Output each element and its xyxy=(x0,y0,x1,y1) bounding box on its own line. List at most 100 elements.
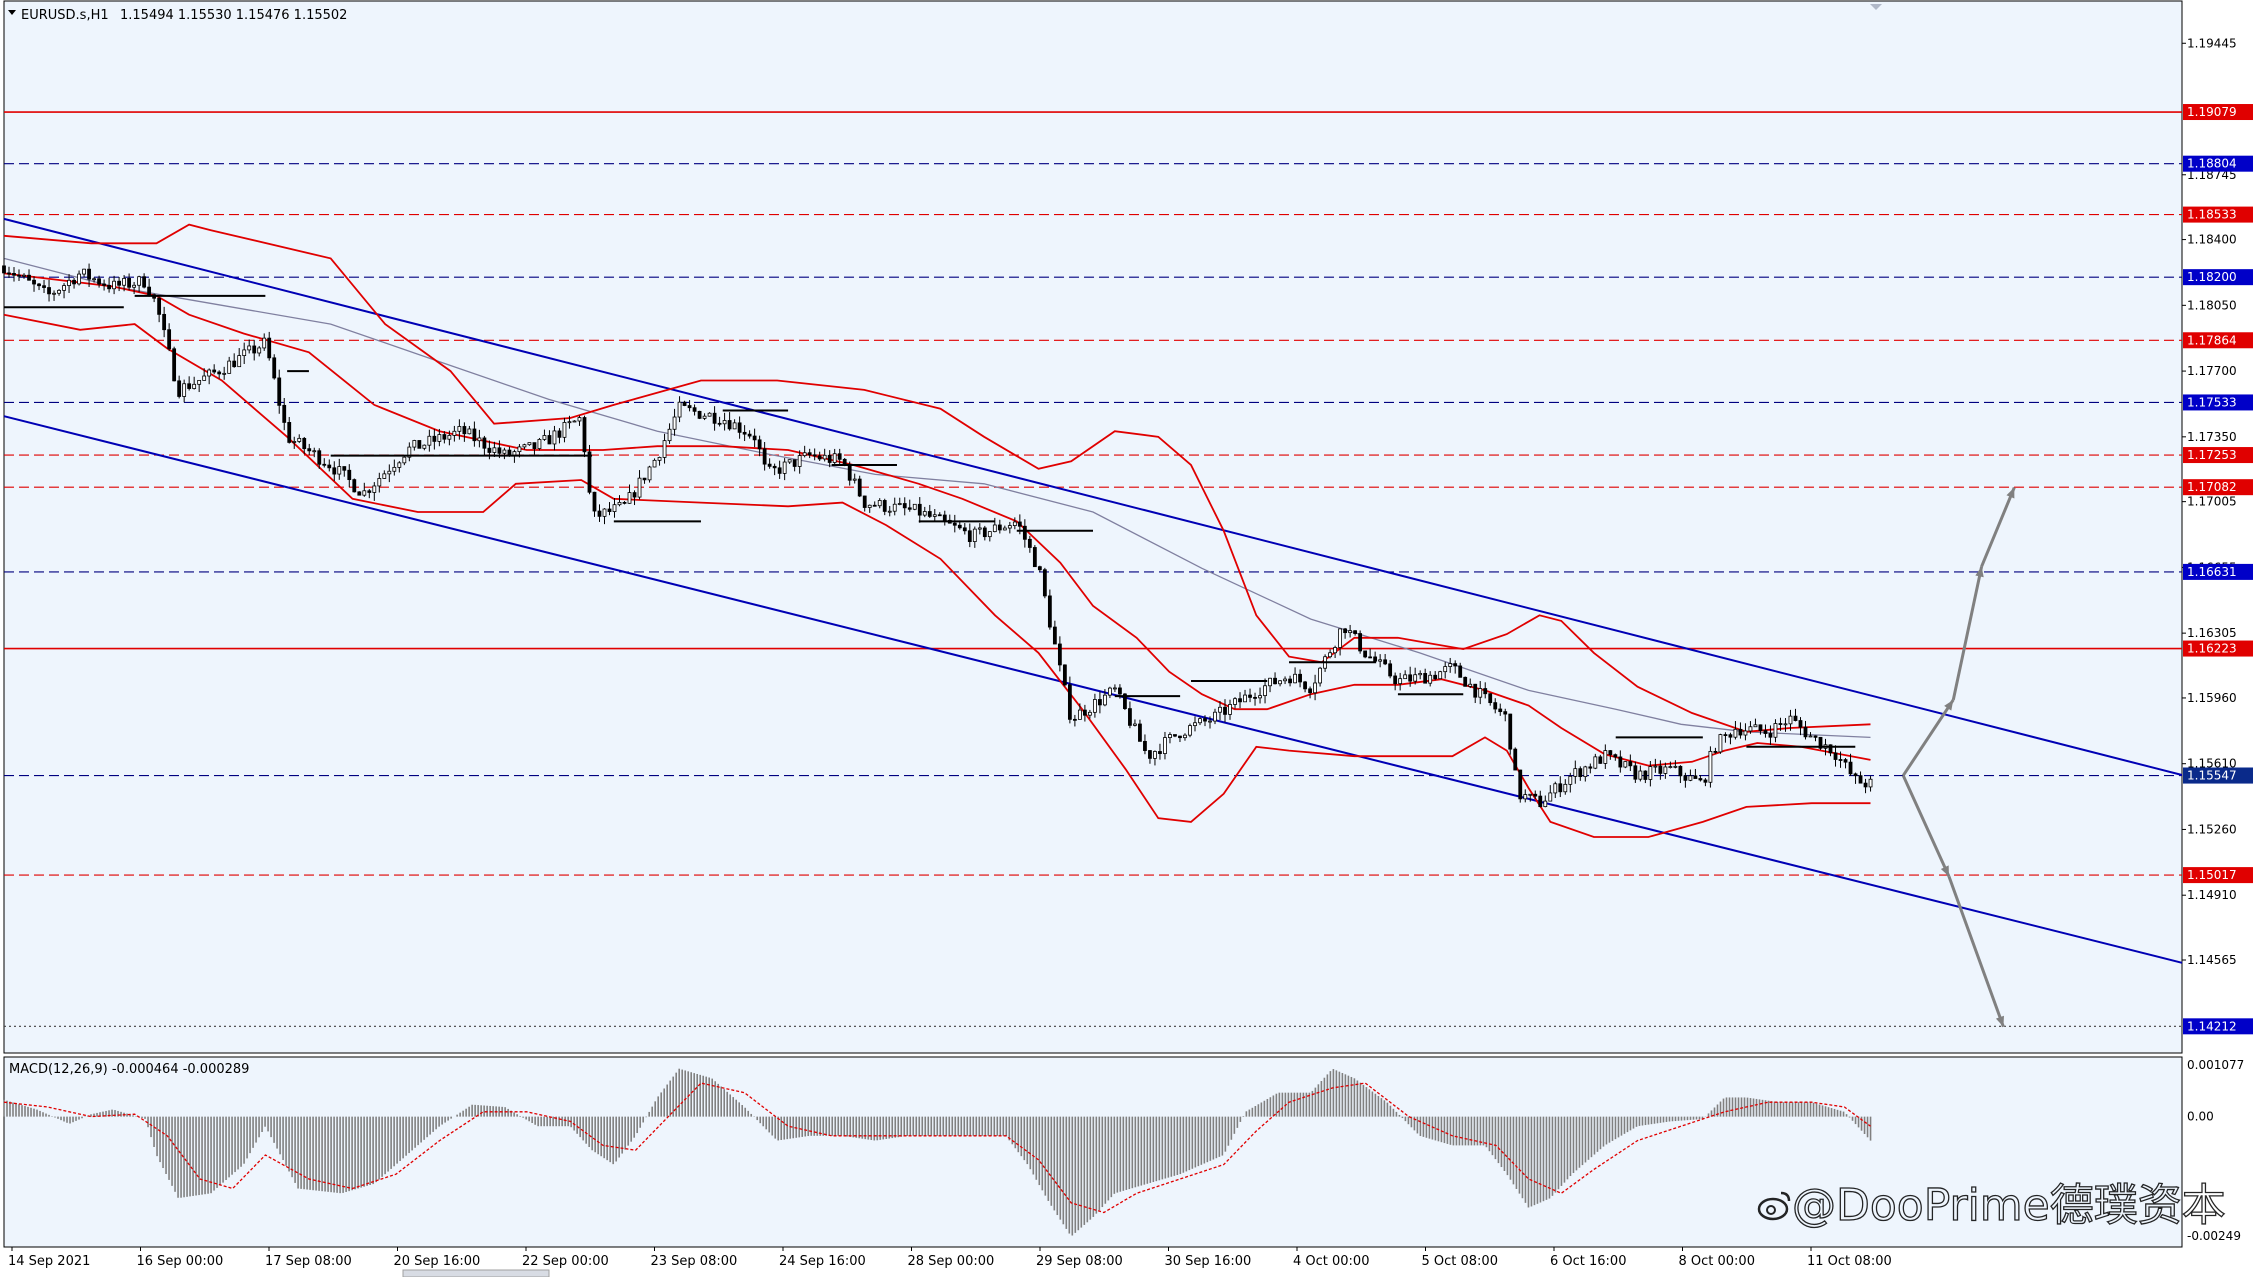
candle[interactable] xyxy=(7,266,11,278)
candle[interactable] xyxy=(877,498,882,509)
candle[interactable] xyxy=(1693,768,1698,779)
candle[interactable] xyxy=(1398,672,1403,691)
candle[interactable] xyxy=(247,339,252,354)
candle[interactable] xyxy=(1858,771,1863,784)
candle[interactable] xyxy=(227,356,232,374)
candle[interactable] xyxy=(547,430,552,445)
candle[interactable] xyxy=(472,421,477,447)
candle[interactable] xyxy=(852,473,857,484)
candle[interactable] xyxy=(1183,733,1187,741)
candle[interactable] xyxy=(1493,698,1498,714)
candle[interactable] xyxy=(242,342,247,364)
candle[interactable] xyxy=(207,368,212,385)
candle[interactable] xyxy=(1338,628,1343,656)
candle[interactable] xyxy=(442,431,447,444)
candle[interactable] xyxy=(1393,672,1398,691)
candle[interactable] xyxy=(527,442,532,446)
candle[interactable] xyxy=(447,430,452,446)
candle[interactable] xyxy=(357,491,362,496)
candle[interactable] xyxy=(37,282,41,291)
candle[interactable] xyxy=(1793,708,1798,722)
candle[interactable] xyxy=(562,417,567,443)
candle[interactable] xyxy=(917,497,922,523)
candle[interactable] xyxy=(652,458,657,468)
horizontal-scrollbar[interactable] xyxy=(402,1269,550,1277)
candle[interactable] xyxy=(352,478,357,493)
candle[interactable] xyxy=(182,379,187,403)
candle[interactable] xyxy=(142,273,147,289)
candle[interactable] xyxy=(302,436,307,455)
candle[interactable] xyxy=(1413,667,1418,685)
candle[interactable] xyxy=(1763,724,1768,738)
candle[interactable] xyxy=(1228,699,1232,720)
candle[interactable] xyxy=(402,456,407,466)
candle[interactable] xyxy=(872,501,877,507)
candle[interactable] xyxy=(1012,517,1017,530)
candle[interactable] xyxy=(1143,734,1147,755)
candle[interactable] xyxy=(1203,715,1207,727)
candle[interactable] xyxy=(1573,760,1578,784)
candle[interactable] xyxy=(1628,754,1633,772)
candle[interactable] xyxy=(767,458,772,469)
candle[interactable] xyxy=(632,490,637,506)
candle[interactable] xyxy=(72,277,76,289)
candle[interactable] xyxy=(387,464,392,483)
candle[interactable] xyxy=(1348,624,1353,638)
candle[interactable] xyxy=(372,482,377,501)
candle[interactable] xyxy=(272,354,277,380)
candle[interactable] xyxy=(1248,688,1252,703)
candle[interactable] xyxy=(1458,662,1463,678)
candle[interactable] xyxy=(712,406,717,431)
candle[interactable] xyxy=(1463,676,1468,687)
candle[interactable] xyxy=(102,279,106,291)
candle[interactable] xyxy=(1243,689,1247,703)
candle[interactable] xyxy=(1128,701,1132,729)
candle[interactable] xyxy=(27,269,31,281)
projection-arrow-up-segment[interactable] xyxy=(1951,566,1984,701)
candle[interactable] xyxy=(522,443,527,450)
candle[interactable] xyxy=(67,274,71,293)
candle[interactable] xyxy=(742,425,747,442)
candle[interactable] xyxy=(1178,735,1182,743)
candle[interactable] xyxy=(1588,763,1593,774)
candle[interactable] xyxy=(1768,725,1773,745)
candle[interactable] xyxy=(392,459,397,476)
candle[interactable] xyxy=(377,472,382,493)
candle[interactable] xyxy=(1783,718,1788,732)
candle[interactable] xyxy=(1593,753,1598,770)
candle[interactable] xyxy=(952,514,957,533)
candle[interactable] xyxy=(1388,660,1393,679)
candle[interactable] xyxy=(462,422,467,442)
candle[interactable] xyxy=(1042,567,1047,599)
candle[interactable] xyxy=(1833,745,1838,767)
candle[interactable] xyxy=(772,463,777,476)
candle[interactable] xyxy=(1758,724,1763,735)
candle[interactable] xyxy=(762,441,767,471)
candle[interactable] xyxy=(792,459,797,472)
candle[interactable] xyxy=(1133,719,1137,727)
candle[interactable] xyxy=(1037,565,1042,572)
candle[interactable] xyxy=(232,353,237,368)
candle[interactable] xyxy=(657,456,662,466)
candle[interactable] xyxy=(1748,721,1753,734)
candle[interactable] xyxy=(147,278,152,297)
candle[interactable] xyxy=(502,447,507,460)
candle[interactable] xyxy=(2,258,6,276)
candle[interactable] xyxy=(1408,666,1413,687)
candle[interactable] xyxy=(222,366,227,380)
candle[interactable] xyxy=(1268,677,1272,693)
candle[interactable] xyxy=(707,412,712,417)
candle[interactable] xyxy=(342,466,347,477)
candle[interactable] xyxy=(202,368,207,381)
candle[interactable] xyxy=(97,275,101,288)
candle[interactable] xyxy=(747,430,752,439)
candle[interactable] xyxy=(82,268,86,278)
candle[interactable] xyxy=(1438,670,1443,680)
candle[interactable] xyxy=(432,429,437,450)
candle[interactable] xyxy=(1153,750,1157,766)
candle[interactable] xyxy=(1563,779,1568,795)
candle[interactable] xyxy=(667,423,672,444)
candle[interactable] xyxy=(542,429,547,441)
candle[interactable] xyxy=(672,408,677,436)
